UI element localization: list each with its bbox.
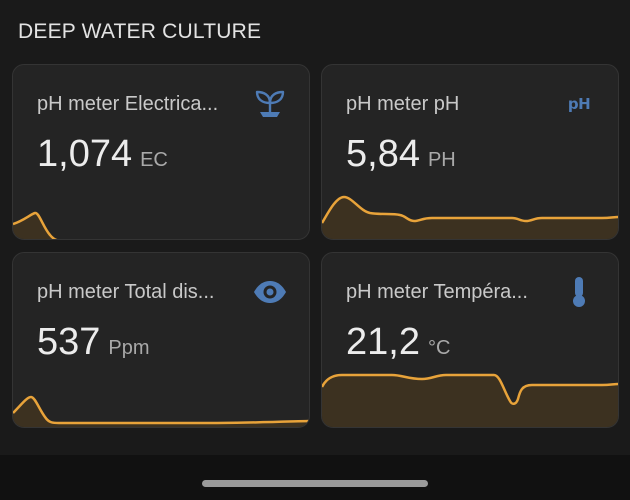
ph-icon-label: pH	[567, 95, 591, 113]
sensor-unit: Ppm	[108, 337, 150, 359]
sensor-value: 21,2	[346, 321, 420, 363]
sparkline-graph	[322, 373, 618, 427]
ph-icon: pH	[562, 89, 596, 119]
sensor-value: 5,84	[346, 133, 420, 175]
eye-icon	[253, 277, 287, 307]
thermometer-icon	[562, 277, 596, 307]
sensor-reading: 537 Ppm	[37, 321, 150, 364]
sensor-card-tds[interactable]: pH meter Total dis... 537 Ppm	[12, 252, 310, 428]
sensor-unit: EC	[140, 149, 168, 171]
sensor-unit: PH	[427, 149, 456, 171]
sparkline-graph	[13, 395, 309, 427]
sensor-card-temperature[interactable]: pH meter Tempéra... 21,2 °C	[321, 252, 619, 428]
sensor-name: pH meter Electrica...	[37, 93, 219, 115]
sensor-name: pH meter Total dis...	[37, 281, 215, 303]
sensor-reading: 21,2 °C	[346, 321, 450, 364]
sparkline-graph	[13, 211, 309, 239]
sensor-reading: 5,84 PH	[346, 133, 456, 176]
sensor-name: pH meter pH	[346, 93, 460, 115]
sensor-reading: 1,074 EC	[37, 133, 168, 176]
sensor-value: 537	[37, 321, 101, 363]
dashboard-panel: DEEP WATER CULTURE pH meter Electrica...…	[12, 20, 619, 428]
sensor-value: 1,074	[37, 133, 133, 175]
home-indicator[interactable]	[202, 480, 428, 487]
sensor-unit: °C	[427, 337, 451, 359]
section-title: DEEP WATER CULTURE	[18, 20, 262, 43]
sensor-card-ec[interactable]: pH meter Electrica... 1,074 EC	[12, 64, 310, 240]
sensor-name: pH meter Tempéra...	[346, 281, 528, 303]
sprout-icon	[253, 89, 287, 119]
sparkline-graph	[322, 195, 618, 239]
sensor-card-ph[interactable]: pH meter pH pH 5,84 PH	[321, 64, 619, 240]
